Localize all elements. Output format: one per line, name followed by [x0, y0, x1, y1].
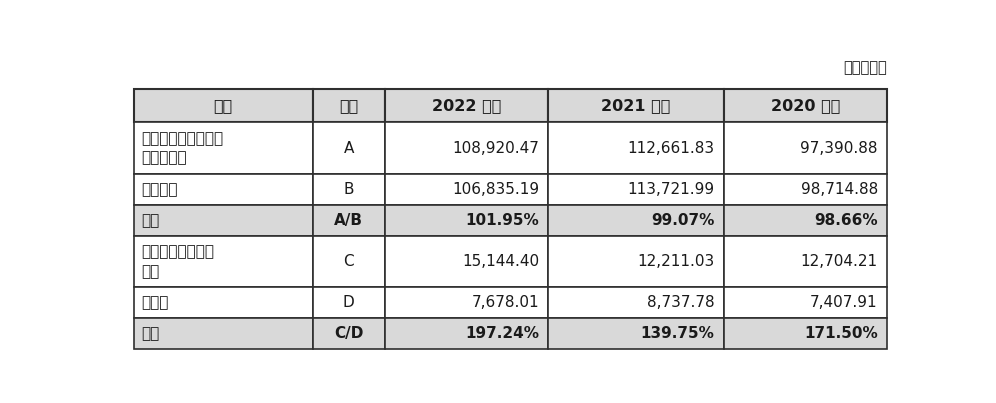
Text: C/D: C/D: [334, 326, 364, 341]
Text: 12,704.21: 12,704.21: [801, 254, 877, 269]
Bar: [723, 236, 887, 287]
Text: 净利润: 净利润: [141, 295, 169, 310]
Text: C: C: [344, 254, 354, 269]
Text: 比值: 比值: [141, 213, 159, 228]
Bar: [384, 236, 549, 287]
Text: A/B: A/B: [335, 213, 364, 228]
Text: A: A: [344, 141, 354, 156]
Bar: [723, 287, 887, 318]
Bar: [723, 89, 887, 122]
Text: 项目: 项目: [339, 98, 359, 113]
Bar: [313, 89, 384, 122]
Bar: [549, 89, 723, 122]
Bar: [549, 318, 723, 349]
Bar: [723, 318, 887, 349]
Text: 171.50%: 171.50%: [804, 326, 877, 341]
Bar: [384, 89, 549, 122]
Text: 15,144.40: 15,144.40: [462, 254, 539, 269]
Text: 99.07%: 99.07%: [651, 213, 714, 228]
Text: 101.95%: 101.95%: [465, 213, 539, 228]
Text: 2020 年度: 2020 年度: [771, 98, 840, 113]
Text: 项目: 项目: [213, 98, 233, 113]
Text: 8,737.78: 8,737.78: [646, 295, 714, 310]
Bar: [313, 287, 384, 318]
Bar: [133, 236, 313, 287]
Bar: [723, 174, 887, 205]
Text: 98,714.88: 98,714.88: [801, 182, 877, 197]
Bar: [384, 287, 549, 318]
Bar: [723, 122, 887, 174]
Bar: [133, 318, 313, 349]
Text: 139.75%: 139.75%: [640, 326, 714, 341]
Text: 单位：万元: 单位：万元: [844, 60, 887, 75]
Bar: [313, 236, 384, 287]
Text: 112,661.83: 112,661.83: [627, 141, 714, 156]
Text: 营业收入: 营业收入: [141, 182, 178, 197]
Text: 2021 年度: 2021 年度: [602, 98, 670, 113]
Text: 7,407.91: 7,407.91: [811, 295, 877, 310]
Text: 98.66%: 98.66%: [815, 213, 877, 228]
Bar: [313, 174, 384, 205]
Text: 经营活动现金流量
净额: 经营活动现金流量 净额: [141, 244, 214, 279]
Text: 比值: 比值: [141, 326, 159, 341]
Text: 7,678.01: 7,678.01: [472, 295, 539, 310]
Bar: [313, 122, 384, 174]
Bar: [133, 174, 313, 205]
Bar: [133, 89, 313, 122]
Text: 2022 年度: 2022 年度: [432, 98, 501, 113]
Bar: [549, 205, 723, 236]
Bar: [384, 205, 549, 236]
Bar: [313, 318, 384, 349]
Bar: [133, 122, 313, 174]
Text: 197.24%: 197.24%: [465, 326, 539, 341]
Bar: [384, 122, 549, 174]
Text: 12,211.03: 12,211.03: [637, 254, 714, 269]
Text: 97,390.88: 97,390.88: [801, 141, 877, 156]
Bar: [384, 318, 549, 349]
Bar: [133, 287, 313, 318]
Text: 销售商品、提供劳务
收到的现金: 销售商品、提供劳务 收到的现金: [141, 131, 224, 166]
Bar: [723, 205, 887, 236]
Bar: [549, 174, 723, 205]
Bar: [313, 205, 384, 236]
Text: 106,835.19: 106,835.19: [452, 182, 539, 197]
Bar: [549, 122, 723, 174]
Bar: [549, 236, 723, 287]
Text: B: B: [344, 182, 354, 197]
Text: 113,721.99: 113,721.99: [627, 182, 714, 197]
Bar: [384, 174, 549, 205]
Text: 108,920.47: 108,920.47: [452, 141, 539, 156]
Bar: [133, 205, 313, 236]
Text: D: D: [343, 295, 355, 310]
Bar: [549, 287, 723, 318]
